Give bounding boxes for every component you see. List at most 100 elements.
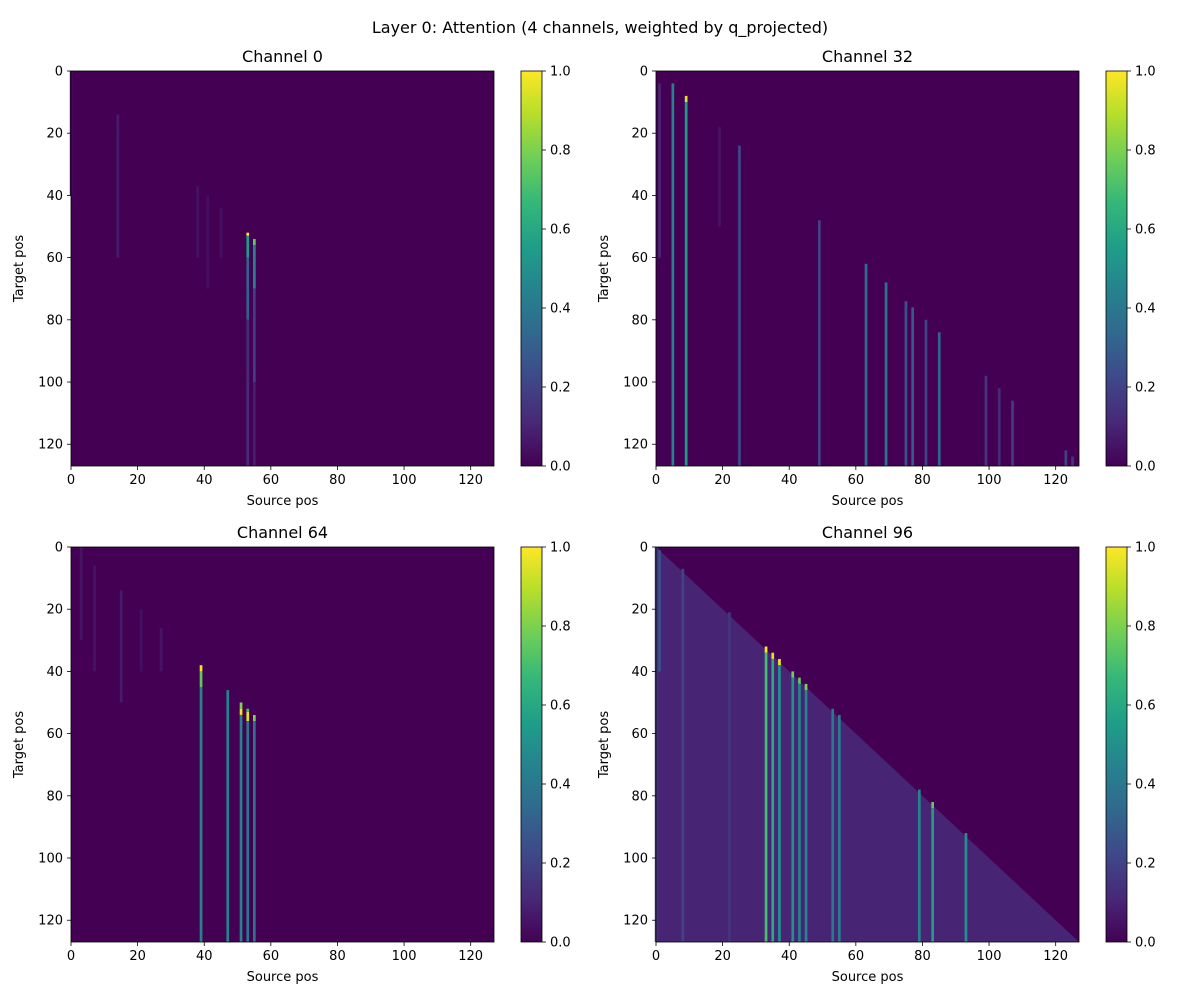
heatmap-cell-streak	[253, 288, 256, 382]
panel-title: Channel 32	[822, 47, 913, 66]
heatmap-cell-streak	[791, 677, 795, 942]
heatmap-cell-streak	[864, 263, 868, 466]
y-tick-label: 40	[46, 665, 63, 680]
heatmap-cell-streak	[199, 671, 203, 687]
heatmap-cell-streak	[937, 332, 941, 466]
y-tick-label: 40	[631, 665, 648, 680]
heatmap-cell-streak	[199, 665, 203, 672]
heatmap-cell-streak	[246, 232, 250, 236]
heatmap-cell-streak	[159, 627, 163, 672]
heatmap-cell-streak	[738, 145, 741, 466]
heatmap-cell-streak	[196, 186, 200, 258]
y-tick-label: 20	[631, 127, 648, 142]
x-tick-label: 0	[652, 473, 660, 488]
heatmap-cell-streak	[681, 568, 685, 942]
heatmap-cell-streak	[239, 715, 243, 942]
x-tick-label: 0	[67, 473, 75, 488]
colorbar-tick-label: 0.8	[550, 144, 571, 159]
heatmap-cell-streak	[671, 83, 675, 467]
y-tick-label: 100	[623, 852, 648, 867]
x-tick-label: 60	[263, 949, 280, 964]
panel-title: Channel 96	[822, 523, 913, 542]
colorbar-tick-label: 0.8	[1135, 144, 1156, 159]
colorbar	[520, 70, 543, 467]
x-tick-label: 40	[196, 473, 213, 488]
colorbar-tick-label: 0.2	[1135, 381, 1156, 396]
heatmap-cell-streak	[219, 207, 223, 258]
y-tick-label: 120	[623, 438, 648, 453]
heatmap-cell-streak	[778, 665, 781, 942]
heatmap-cell-streak	[984, 375, 988, 466]
heatmap-cell-streak	[253, 239, 256, 246]
y-axis-label: Target pos	[597, 235, 612, 304]
heatmap-cell-streak	[764, 652, 768, 942]
y-tick-label: 80	[631, 313, 648, 328]
heatmap-cell-streak	[764, 646, 768, 653]
heatmap-cell-streak	[924, 319, 928, 466]
heatmap-cell-streak	[831, 708, 835, 942]
heatmap-cell-streak	[253, 382, 256, 466]
heatmap-cell-streak	[904, 301, 908, 466]
x-tick-label: 60	[848, 949, 865, 964]
axes-frame	[70, 70, 495, 467]
colorbar-tick-label: 0.0	[550, 460, 571, 475]
heatmap-background	[71, 71, 494, 466]
colorbar-tick-label: 0.8	[1135, 620, 1156, 635]
x-axis-label: Source pos	[247, 970, 319, 985]
y-tick-label: 0	[55, 541, 63, 556]
y-axis-label: Target pos	[597, 711, 612, 780]
x-tick-label: 40	[781, 473, 798, 488]
heatmap-cell-streak	[246, 711, 250, 722]
heatmap-cell-streak	[253, 715, 256, 722]
heatmap-cell-streak	[239, 708, 243, 715]
x-tick-label: 80	[914, 949, 931, 964]
x-tick-label: 100	[392, 949, 417, 964]
y-axis-label: Target pos	[12, 711, 27, 780]
x-tick-label: 20	[714, 473, 731, 488]
colorbar-tick-label: 0.0	[1135, 460, 1156, 475]
heatmap-cell-streak	[771, 659, 775, 942]
heatmap-cell-streak	[246, 721, 250, 942]
heatmap-cell-streak	[728, 612, 731, 942]
colorbar-tick-label: 0.6	[550, 699, 571, 714]
x-tick-label: 120	[1043, 949, 1068, 964]
y-tick-label: 120	[38, 438, 63, 453]
heatmap-cell-streak	[718, 127, 721, 227]
colorbar-tick-label: 0.4	[1135, 778, 1156, 793]
heatmap-cell-streak	[911, 307, 914, 466]
heatmap-cell-streak	[804, 683, 808, 691]
y-tick-label: 100	[623, 376, 648, 391]
y-axis-label: Target pos	[12, 235, 27, 304]
figure-title: Layer 0: Attention (4 channels, weighted…	[372, 18, 828, 38]
x-tick-label: 20	[129, 473, 146, 488]
heatmap-cell-streak	[771, 652, 775, 659]
heatmap-background	[71, 547, 494, 942]
heatmap-panel: 0 20 40 60 80 100 120 0 20 40 60 80 100 120 Channel 0 S…	[12, 47, 571, 509]
heatmap-cell-streak	[918, 789, 921, 942]
panel-title: Channel 64	[237, 523, 328, 542]
x-axis-label: Source pos	[832, 494, 904, 509]
colorbar-tick-label: 0.2	[550, 381, 571, 396]
heatmap-cell-streak	[798, 677, 801, 684]
x-tick-label: 20	[129, 949, 146, 964]
y-tick-label: 120	[623, 914, 648, 929]
heatmap-cell-streak	[778, 659, 781, 666]
y-tick-label: 80	[631, 789, 648, 804]
y-tick-label: 80	[46, 313, 63, 328]
colorbar-tick-label: 0.2	[1135, 857, 1156, 872]
y-tick-label: 20	[631, 603, 648, 618]
y-tick-label: 100	[38, 376, 63, 391]
heatmap-cell-streak	[246, 257, 250, 320]
heatmap-cell-streak	[658, 83, 661, 258]
heatmap-cell-streak	[119, 590, 123, 703]
heatmap-cell-streak	[246, 708, 250, 712]
heatmap-cell-streak	[116, 114, 120, 258]
y-tick-label: 20	[46, 603, 63, 618]
colorbar-tick-label: 0.2	[550, 857, 571, 872]
y-tick-label: 40	[631, 189, 648, 204]
colorbar-tick-label: 1.0	[1135, 65, 1156, 80]
colorbar-tick-label: 0.6	[1135, 223, 1156, 238]
heatmap-panel: 0 20 40 60 80 100 120 0 20 40 60 80 100 120 Channel 64…	[12, 523, 571, 985]
y-tick-label: 100	[38, 852, 63, 867]
heatmap-panel: 0 20 40 60 80 100 120 0 20 40 60 80 100 120 Channel 96…	[597, 523, 1156, 985]
